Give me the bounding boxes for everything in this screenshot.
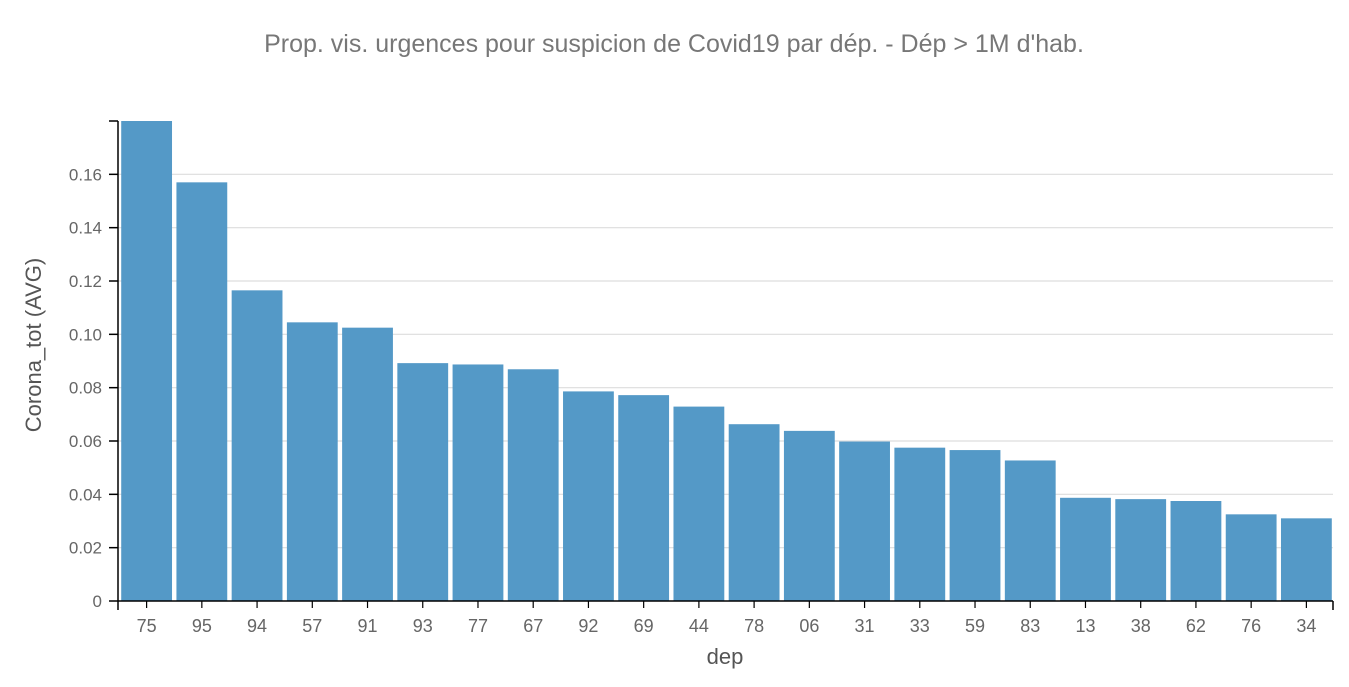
y-tick-label: 0	[93, 592, 102, 611]
x-tick-label: 31	[855, 616, 875, 636]
y-tick-label: 0.16	[69, 165, 102, 184]
bar-93	[397, 363, 449, 601]
x-tick-label: 59	[965, 616, 985, 636]
x-tick-label: 62	[1186, 616, 1206, 636]
x-tick-label: 57	[302, 616, 322, 636]
x-tick-label: 93	[413, 616, 433, 636]
x-tick-label: 83	[1020, 616, 1040, 636]
bar-75	[121, 121, 173, 601]
x-tick-label: 78	[744, 616, 764, 636]
bar-69	[618, 395, 670, 601]
x-tick-label: 38	[1131, 616, 1151, 636]
y-tick-label: 0.14	[69, 219, 102, 238]
x-tick-label: 06	[799, 616, 819, 636]
x-axis-label: dep	[707, 644, 744, 669]
y-tick-label: 0.06	[69, 432, 102, 451]
x-tick-label: 44	[689, 616, 709, 636]
x-tick-label: 75	[137, 616, 157, 636]
axes	[109, 120, 1334, 610]
y-axis-ticks: 0 0.02 0.04 0.06 0.08 0.10 0.12 0.14 0.16	[69, 165, 118, 611]
x-tick-label: 94	[247, 616, 267, 636]
bar-94	[231, 290, 283, 601]
bar-59	[949, 450, 1001, 601]
bar-91	[342, 327, 393, 601]
x-tick-label: 34	[1296, 616, 1316, 636]
bar-67	[507, 369, 559, 601]
x-tick-label: 69	[634, 616, 654, 636]
bar-95	[176, 182, 228, 602]
bar-38	[1115, 499, 1167, 601]
x-tick-label: 92	[578, 616, 598, 636]
bar-57	[286, 322, 338, 601]
bars	[121, 121, 1332, 602]
bar-44	[673, 406, 725, 601]
y-tick-label: 0.04	[69, 485, 102, 504]
y-tick-label: 0.10	[69, 325, 102, 344]
y-tick-label: 0.08	[69, 379, 102, 398]
bar-06	[783, 430, 835, 601]
x-tick-label: 95	[192, 616, 212, 636]
chart-title: Prop. vis. urgences pour suspicion de Co…	[264, 30, 1084, 58]
bar-78	[728, 424, 780, 601]
x-tick-label: 77	[468, 616, 488, 636]
y-tick-label: 0.12	[69, 272, 102, 291]
x-tick-label: 13	[1075, 616, 1095, 636]
x-tick-label: 33	[910, 616, 930, 636]
x-tick-label: 76	[1241, 616, 1261, 636]
x-axis-ticks: 75 95 94 57 91 93 77 67 92 69 44 78 06 31 33 59 83 13 38 62…	[137, 601, 1316, 636]
x-tick-label: 67	[523, 616, 543, 636]
bar-31	[839, 441, 890, 601]
y-tick-label: 0.02	[69, 539, 102, 558]
bar-13	[1060, 497, 1111, 601]
bar-83	[1004, 460, 1056, 601]
y-axis-label: Corona_tot (AVG)	[21, 258, 46, 432]
bar-33	[894, 447, 946, 601]
bar-62	[1170, 501, 1222, 601]
bar-92	[563, 391, 614, 601]
x-tick-label: 91	[358, 616, 378, 636]
bar-77	[452, 364, 504, 601]
bar-34	[1280, 518, 1332, 601]
bar-76	[1225, 514, 1277, 601]
